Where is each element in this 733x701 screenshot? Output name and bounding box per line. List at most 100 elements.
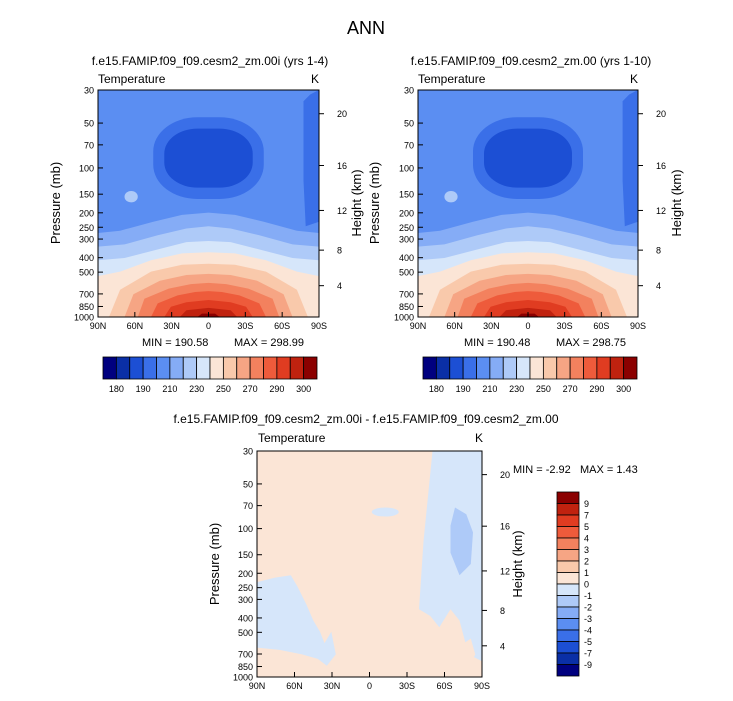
panel-right-yticks-right: 20 16 12 8 4 [638, 109, 666, 291]
colorbar-swatch [556, 514, 580, 527]
panel-left-variable-label: Temperature [98, 72, 166, 86]
colorbar-label: 5 [584, 522, 589, 532]
colorbar-label: 190 [456, 384, 471, 394]
colorbar-swatch [303, 356, 318, 380]
y-tick-label: 70 [243, 501, 253, 511]
colorbar-swatch [236, 356, 251, 380]
y-tick-label: 300 [79, 235, 94, 245]
colorbar-label: 230 [189, 384, 204, 394]
contour-band [419, 451, 482, 662]
panel-left-field [98, 90, 319, 317]
y-right-tick-label: 16 [500, 522, 510, 532]
panel-left-max-label: MAX = 298.99 [234, 337, 304, 349]
figure-title: ANN [347, 18, 385, 38]
y-tick-label: 150 [399, 190, 414, 200]
y-tick-label: 50 [84, 119, 94, 129]
colorbar-swatch [289, 356, 305, 380]
colorbar-label: 270 [243, 384, 258, 394]
colorbar-label: 180 [109, 384, 124, 394]
x-tick-label: 90S [630, 321, 646, 331]
y-right-tick-label: 4 [500, 641, 505, 651]
colorbar-swatch [222, 356, 238, 380]
colorbar-label: -2 [584, 603, 592, 613]
contour-fill [98, 90, 319, 317]
colorbar-swatch [462, 356, 477, 380]
y-tick-label: 1000 [74, 313, 94, 323]
x-tick-label: 60N [127, 321, 144, 331]
y-right-tick-label: 12 [337, 206, 347, 216]
y-tick-label: 200 [79, 208, 94, 218]
colorbar-swatch [156, 356, 171, 380]
y-tick-label: 30 [404, 86, 414, 96]
x-tick-label: 90N [90, 321, 107, 331]
y-right-tick-label: 16 [337, 161, 347, 171]
y-tick-label: 1000 [233, 673, 253, 683]
y-tick-label: 150 [238, 550, 253, 560]
y-tick-label: 100 [238, 524, 253, 534]
colorbar-swatch [476, 356, 491, 380]
y-tick-label: 50 [243, 479, 253, 489]
panel-right-xticks: 90N 60N 30N 0 30S 60S 90S [410, 312, 646, 331]
x-tick-label: 30S [399, 681, 415, 691]
y-right-tick-label: 20 [656, 109, 666, 119]
x-tick-label: 60N [446, 321, 463, 331]
colorbar-label: 300 [296, 384, 311, 394]
x-tick-label: 60N [286, 681, 303, 691]
colorbar-label: -1 [584, 591, 592, 601]
y-tick-label: 200 [399, 208, 414, 218]
colorbar-swatch [449, 356, 464, 380]
contour-band [257, 575, 336, 666]
y-right-tick-label: 20 [500, 470, 510, 480]
colorbar-swatch [556, 572, 580, 585]
colorbar-swatch [556, 537, 580, 550]
y-tick-label: 30 [243, 447, 253, 457]
colorbar-swatch [556, 595, 580, 608]
panel-diff-title: f.e15.FAMIP.f09_f09.cesm2_zm.00i - f.e15… [173, 412, 558, 426]
y-tick-label: 700 [238, 650, 253, 660]
x-tick-label: 30S [557, 321, 573, 331]
x-tick-label: 90N [249, 681, 266, 691]
colorbar-swatch [556, 491, 580, 504]
colorbar-swatch [556, 618, 580, 631]
colorbar-label: 290 [589, 384, 604, 394]
colorbar-swatch [556, 526, 580, 539]
colorbar-swatch [209, 356, 224, 380]
contour-fill [418, 90, 638, 317]
panel-diff-units-label: K [475, 431, 483, 445]
y-tick-label: 150 [79, 190, 94, 200]
panel-left: f.e15.FAMIP.f09_f09.cesm2_zm.00i (yrs 1-… [48, 54, 364, 394]
colorbar-swatch [529, 356, 544, 380]
colorbar-swatch [516, 356, 531, 380]
colorbar-swatch [556, 356, 571, 380]
y-right-tick-label: 8 [500, 606, 505, 616]
x-tick-label: 60S [593, 321, 609, 331]
y-tick-label: 850 [79, 302, 94, 312]
panel-left-min-label: MIN = 190.58 [142, 337, 208, 349]
panel-right-title: f.e15.FAMIP.f09_f09.cesm2_zm.00 (yrs 1-1… [411, 54, 652, 68]
colorbar-swatch [142, 356, 157, 380]
panel-right-max-label: MAX = 298.75 [556, 337, 626, 349]
panel-diff-max-label: MAX = 1.43 [580, 464, 638, 476]
colorbar-swatch [556, 629, 580, 642]
colorbar-swatch [556, 652, 580, 665]
panel-left-colorbar: 180 190 210 230 250 270 290 300 [102, 356, 318, 394]
panel-diff: f.e15.FAMIP.f09_f09.cesm2_zm.00i - f.e15… [173, 412, 637, 691]
contour-fill [257, 451, 482, 677]
colorbar-swatch [542, 356, 558, 380]
colorbar-swatch [502, 356, 518, 380]
panel-right-variable-label: Temperature [418, 72, 486, 86]
colorbar-swatch [556, 641, 580, 654]
colorbar-label: 1 [584, 568, 589, 578]
y-tick-label: 400 [79, 253, 94, 263]
colorbar-swatch [556, 549, 580, 562]
y-right-tick-label: 12 [656, 206, 666, 216]
colorbar-swatch [596, 356, 611, 380]
colorbar-swatch [249, 356, 264, 380]
panel-diff-colorbar: 9 75 43 21 0-1 -2-3 -4-5 -7-9 [556, 491, 592, 677]
colorbar-label: -5 [584, 637, 592, 647]
y-tick-label: 500 [238, 628, 253, 638]
colorbar-label: -7 [584, 649, 592, 659]
y-tick-label: 200 [238, 569, 253, 579]
colorbar-swatch [182, 356, 198, 380]
colorbar-swatch [556, 664, 580, 677]
